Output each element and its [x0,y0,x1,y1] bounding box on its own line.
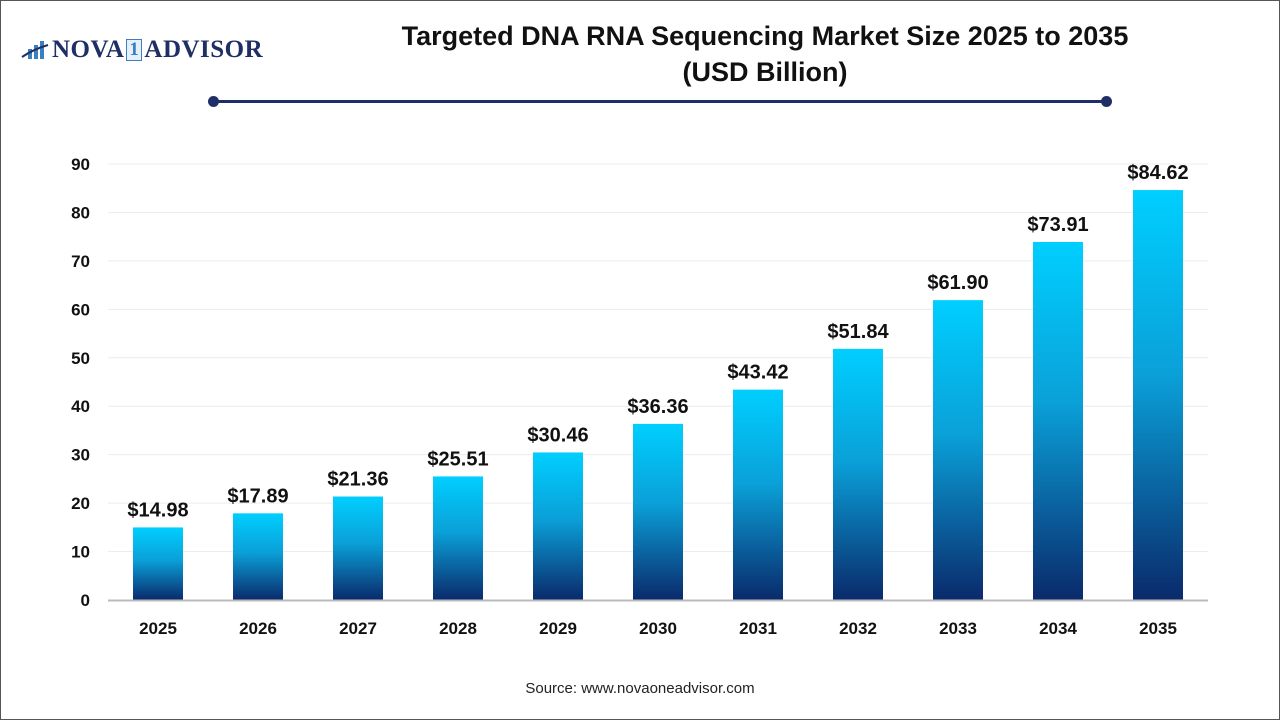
divider-dot-right [1101,96,1112,107]
bar-2035 [1133,190,1183,600]
data-label: $51.84 [827,321,889,343]
bar-2033 [933,300,983,600]
logo-text-nova: NOVA [52,36,125,63]
bar-2025 [133,527,183,600]
nova-advisor-logo: NOVA 1 ADVISOR [20,36,263,64]
bar-2030 [633,423,683,600]
data-label: $21.36 [327,469,388,491]
x-tick-label: 2027 [339,619,377,638]
chart-title-line2: (USD Billion) [682,57,848,87]
data-label: $14.98 [127,499,188,521]
title-divider [213,100,1106,103]
bar-2032 [833,348,883,600]
data-label: $61.90 [927,272,988,294]
bar-2028 [433,476,483,600]
chart-title: Targeted DNA RNA Sequencing Market Size … [300,18,1230,90]
data-label: $36.36 [627,396,688,418]
y-tick-label: 30 [71,446,90,465]
x-tick-label: 2033 [939,619,977,638]
bar-chart-logo-icon [21,41,49,59]
logo-text-advisor: ADVISOR [144,36,264,63]
x-tick-label: 2026 [239,619,277,638]
bar-2031 [733,389,783,600]
y-tick-label: 80 [71,203,90,222]
source-note: Source: www.novaoneadvisor.com [525,680,755,697]
logo-text-one: 1 [126,39,143,61]
data-label: $30.46 [527,424,588,446]
bar-2026 [233,513,283,600]
x-tick-label: 2032 [839,619,877,638]
y-tick-label: 50 [71,349,90,368]
y-tick-label: 70 [71,252,90,271]
y-tick-label: 10 [71,543,90,562]
divider-dot-left [208,96,219,107]
x-tick-label: 2028 [439,619,477,638]
chart-title-line1: Targeted DNA RNA Sequencing Market Size … [401,21,1129,51]
y-tick-label: 0 [81,591,90,610]
y-tick-label: 90 [71,155,90,174]
data-label: $43.42 [727,362,788,384]
x-tick-label: 2029 [539,619,577,638]
x-tick-label: 2034 [1039,619,1077,638]
data-label: $84.62 [1127,162,1188,184]
y-tick-label: 20 [71,494,90,513]
x-tick-label: 2030 [639,619,677,638]
bar-2034 [1033,241,1083,600]
x-tick-label: 2025 [139,619,177,638]
bar-2027 [333,496,383,600]
x-tick-label: 2031 [739,619,777,638]
data-label: $17.89 [227,485,288,507]
y-tick-label: 40 [71,397,90,416]
bar-2029 [533,452,583,600]
data-label: $73.91 [1027,214,1088,236]
y-tick-label: 60 [71,300,90,319]
data-label: $25.51 [427,448,488,470]
x-tick-label: 2035 [1139,619,1177,638]
